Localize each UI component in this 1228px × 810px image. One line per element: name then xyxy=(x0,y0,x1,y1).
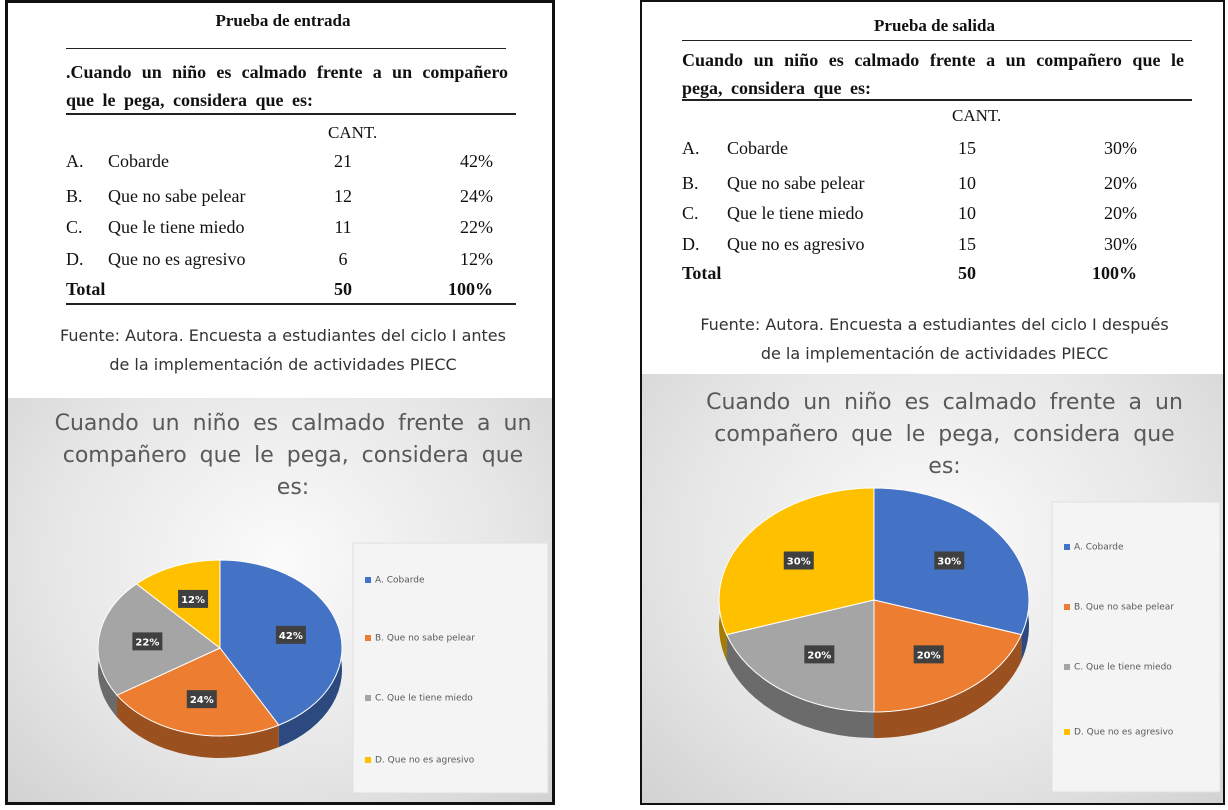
label-box xyxy=(178,589,209,608)
row-count: 6 xyxy=(338,249,348,269)
data-label: 20% xyxy=(807,650,831,661)
label-box xyxy=(132,632,163,651)
panel: Prueba de salida Cuando un niño es calmad… xyxy=(640,0,1225,805)
row-letter: D. xyxy=(682,234,700,254)
panel: Prueba de entrada .Cuando un niño es calm… xyxy=(5,0,555,805)
chart-title: Cuando un niño es calmado frente a un co… xyxy=(706,390,1183,479)
total-percent: 100% xyxy=(1092,263,1137,283)
row-percent: 30% xyxy=(1104,138,1137,158)
pie-chart: 42% 24% 22% 12% A. Cobarde B. Que no sabe pel… xyxy=(97,542,549,794)
row-label: Que le tiene miedo xyxy=(727,203,864,223)
row-percent: 12% xyxy=(460,249,493,269)
row-label: Que no es agresivo xyxy=(727,234,865,254)
legend-label: C. Que le tiene miedo xyxy=(1074,663,1172,673)
row-percent: 30% xyxy=(1104,234,1137,254)
total-count: 50 xyxy=(334,279,352,299)
row-letter: D. xyxy=(66,249,84,269)
legend-swatch xyxy=(1064,544,1070,550)
row-percent: 42% xyxy=(460,151,493,171)
legend-box xyxy=(352,542,549,794)
legend-swatch xyxy=(365,757,371,763)
pie-chart: 30% 20% 20% 30% A. Cobarde B. Que no sabe pel… xyxy=(718,487,1221,793)
table-title: Prueba de salida xyxy=(874,16,995,35)
row-label: Que no sabe pelear xyxy=(108,186,246,206)
row-count: 21 xyxy=(334,151,352,171)
table-rule xyxy=(66,303,516,305)
row-count: 10 xyxy=(958,203,976,223)
table-rule xyxy=(682,99,1192,101)
legend-swatch xyxy=(1064,729,1070,735)
row-letter: A. xyxy=(66,151,84,171)
legend-label: B. Que no sabe pelear xyxy=(375,634,475,644)
label-box xyxy=(783,551,814,570)
data-label: 24% xyxy=(190,695,214,706)
total-percent: 100% xyxy=(448,279,493,299)
table-question: Cuando un niño es calmado frente a un co… xyxy=(682,50,1184,98)
legend-label: D. Que no es agresivo xyxy=(375,756,475,766)
legend-label: D. Que no es agresivo xyxy=(1074,728,1174,738)
source-note: Fuente: Autora. Encuesta a estudiantes d… xyxy=(60,326,506,374)
pie-side xyxy=(116,695,279,758)
legend-swatch xyxy=(1064,604,1070,610)
row-label: Cobarde xyxy=(727,138,788,158)
column-header: CANT. xyxy=(328,123,378,142)
pie-side xyxy=(874,634,1022,738)
label-box xyxy=(275,625,306,644)
row-percent: 24% xyxy=(460,186,493,206)
table-rule xyxy=(682,40,1192,41)
row-letter: A. xyxy=(682,138,700,158)
data-label: 20% xyxy=(917,650,941,661)
column-header: CANT. xyxy=(952,106,1002,125)
table-rule xyxy=(66,113,516,115)
legend-box xyxy=(1051,501,1221,793)
row-count: 15 xyxy=(958,234,976,254)
table-rule xyxy=(66,48,506,49)
label-box xyxy=(934,551,965,570)
pie-slice xyxy=(873,599,1023,713)
row-count: 11 xyxy=(334,217,352,237)
legend-swatch xyxy=(365,577,371,583)
table-title: Prueba de entrada xyxy=(215,11,351,30)
legend-swatch xyxy=(1064,664,1070,670)
row-label: Que le tiene miedo xyxy=(108,217,245,237)
total-label: Total xyxy=(682,263,722,283)
label-box xyxy=(186,690,217,709)
source-note: Fuente: Autora. Encuesta a estudiantes d… xyxy=(700,315,1169,363)
row-letter: C. xyxy=(682,203,699,223)
chart-title: Cuando un niño es calmado frente a un co… xyxy=(54,411,532,500)
label-box xyxy=(804,645,835,664)
data-label: 42% xyxy=(279,631,303,642)
row-label: Que no es agresivo xyxy=(108,249,246,269)
row-percent: 22% xyxy=(460,217,493,237)
legend-swatch xyxy=(365,635,371,641)
legend-swatch xyxy=(365,695,371,701)
row-count: 15 xyxy=(958,138,976,158)
data-label: 22% xyxy=(135,637,159,648)
data-label: 30% xyxy=(787,557,811,568)
label-box xyxy=(913,645,944,664)
row-percent: 20% xyxy=(1104,173,1137,193)
pie-side xyxy=(726,634,874,738)
legend-label: B. Que no sabe pelear xyxy=(1074,603,1174,613)
table-question: .Cuando un niño es calmado frente a un c… xyxy=(66,62,508,110)
legend-label: A. Cobarde xyxy=(1074,543,1124,553)
row-percent: 20% xyxy=(1104,203,1137,223)
legend-label: C. Que le tiene miedo xyxy=(375,694,473,704)
row-label: Que no sabe pelear xyxy=(727,173,865,193)
pie-slice xyxy=(725,599,875,713)
legend-label: A. Cobarde xyxy=(375,576,425,586)
row-label: Cobarde xyxy=(108,151,169,171)
row-count: 10 xyxy=(958,173,976,193)
total-label: Total xyxy=(66,279,106,299)
row-count: 12 xyxy=(334,186,352,206)
data-label: 30% xyxy=(937,557,961,568)
row-letter: B. xyxy=(682,173,699,193)
row-letter: C. xyxy=(66,217,83,237)
total-count: 50 xyxy=(958,263,976,283)
data-label: 12% xyxy=(181,595,205,606)
row-letter: B. xyxy=(66,186,83,206)
